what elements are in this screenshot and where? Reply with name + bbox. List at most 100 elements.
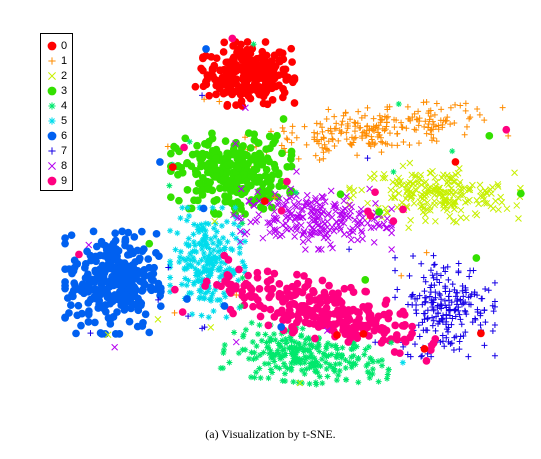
point-class-8 bbox=[250, 201, 257, 209]
point-class-4 bbox=[301, 370, 308, 377]
point-class-1 bbox=[394, 142, 401, 149]
point-class-4 bbox=[328, 351, 335, 358]
point-class-4 bbox=[239, 274, 246, 281]
legend-item-8: 8 bbox=[41, 159, 74, 173]
point-class-4 bbox=[262, 331, 269, 338]
point-class-8 bbox=[326, 226, 334, 234]
point-class-5 bbox=[213, 228, 220, 235]
point-class-7 bbox=[461, 307, 468, 314]
point-class-5 bbox=[198, 257, 205, 264]
point-class-5 bbox=[187, 250, 194, 257]
point-class-8 bbox=[271, 190, 279, 198]
point-class-9 bbox=[429, 339, 438, 347]
point-class-8 bbox=[332, 207, 339, 215]
point-class-4 bbox=[220, 346, 227, 353]
point-class-9 bbox=[502, 125, 511, 134]
point-class-4 bbox=[322, 359, 329, 366]
point-class-0 bbox=[254, 68, 262, 77]
point-class-7 bbox=[443, 311, 450, 318]
point-class-3 bbox=[254, 139, 263, 147]
point-class-5 bbox=[199, 227, 206, 234]
point-class-5 bbox=[190, 239, 197, 246]
point-class-8 bbox=[242, 104, 249, 112]
point-class-8 bbox=[237, 214, 245, 221]
legend-item-4: 4 bbox=[41, 99, 74, 113]
point-class-5 bbox=[179, 204, 186, 211]
point-class-5 bbox=[204, 241, 211, 248]
series-3-points bbox=[166, 129, 296, 218]
point-class-7 bbox=[434, 302, 441, 309]
point-class-1 bbox=[379, 139, 386, 146]
point-class-8 bbox=[266, 219, 274, 226]
point-class-1 bbox=[280, 128, 287, 135]
point-class-5 bbox=[205, 314, 212, 321]
point-class-4 bbox=[348, 354, 355, 361]
point-class-9 bbox=[267, 290, 275, 299]
point-class-7 bbox=[448, 299, 455, 306]
point-class-3 bbox=[249, 170, 258, 179]
point-class-8 bbox=[259, 234, 267, 242]
point-class-3 bbox=[203, 185, 212, 194]
point-class-7 bbox=[451, 286, 458, 293]
point-class-4 bbox=[449, 148, 456, 155]
point-class-0 bbox=[237, 97, 246, 105]
point-class-5 bbox=[196, 228, 203, 235]
point-class-4 bbox=[238, 303, 245, 310]
point-class-1 bbox=[438, 106, 445, 113]
point-class-7 bbox=[457, 316, 464, 323]
point-class-2 bbox=[425, 184, 432, 192]
point-class-4 bbox=[282, 363, 289, 370]
point-class-8 bbox=[336, 211, 344, 219]
point-class-1 bbox=[431, 111, 438, 118]
point-class-5 bbox=[235, 223, 242, 230]
point-class-2 bbox=[429, 167, 436, 175]
point-class-2 bbox=[461, 198, 469, 206]
point-class-8 bbox=[291, 216, 299, 223]
point-class-4 bbox=[295, 379, 302, 386]
point-class-4 bbox=[255, 331, 262, 338]
point-class-7 bbox=[410, 252, 417, 259]
point-class-8 bbox=[388, 205, 395, 213]
point-class-8 bbox=[311, 216, 319, 224]
point-class-8 bbox=[264, 219, 272, 227]
legend-label: 5 bbox=[61, 115, 68, 127]
point-class-7 bbox=[456, 338, 463, 345]
point-class-9 bbox=[304, 277, 313, 286]
point-class-7 bbox=[429, 322, 436, 329]
point-class-5 bbox=[182, 257, 189, 264]
point-class-7 bbox=[452, 313, 459, 320]
point-class-8 bbox=[275, 199, 282, 206]
point-class-6 bbox=[122, 291, 131, 300]
point-class-3 bbox=[516, 189, 525, 198]
legend-marker-6 bbox=[47, 131, 57, 141]
point-class-8 bbox=[253, 216, 261, 224]
point-class-5 bbox=[202, 227, 209, 234]
point-class-5 bbox=[215, 265, 222, 272]
point-class-4 bbox=[365, 343, 372, 350]
point-class-4 bbox=[336, 367, 343, 374]
point-class-6 bbox=[150, 263, 158, 272]
point-class-2 bbox=[455, 164, 463, 172]
point-class-8 bbox=[329, 244, 336, 252]
point-class-7 bbox=[448, 340, 455, 347]
point-class-7 bbox=[455, 260, 462, 267]
point-class-4 bbox=[264, 344, 271, 351]
point-class-0 bbox=[223, 102, 232, 110]
point-class-4 bbox=[302, 353, 309, 360]
point-class-1 bbox=[435, 126, 442, 133]
legend-marker-1 bbox=[48, 57, 56, 65]
point-class-4 bbox=[235, 350, 242, 357]
point-class-8 bbox=[318, 210, 326, 218]
point-class-5 bbox=[194, 222, 201, 229]
point-class-5 bbox=[200, 237, 207, 244]
point-class-7 bbox=[445, 276, 452, 283]
point-class-4 bbox=[302, 355, 309, 362]
point-class-0 bbox=[229, 42, 238, 50]
point-class-0 bbox=[267, 60, 276, 68]
point-class-4 bbox=[266, 350, 273, 357]
point-class-4 bbox=[267, 366, 274, 373]
point-class-4 bbox=[272, 336, 279, 343]
point-class-8 bbox=[370, 239, 378, 246]
point-class-7 bbox=[416, 292, 423, 299]
point-class-5 bbox=[202, 267, 209, 274]
